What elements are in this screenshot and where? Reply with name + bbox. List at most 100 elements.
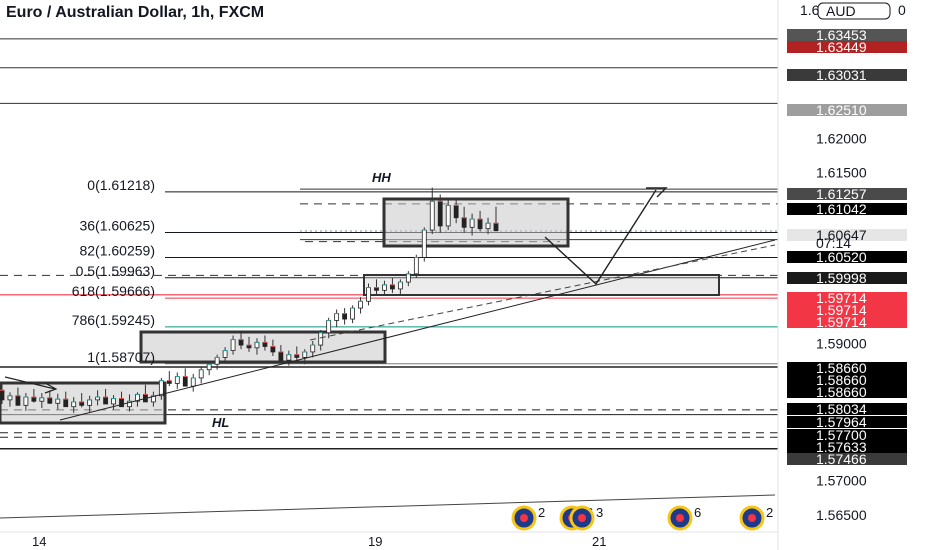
candle-body <box>15 395 21 406</box>
price-badge[interactable]: 1.63031 <box>787 67 907 83</box>
candle-body <box>286 354 292 361</box>
candle-body <box>55 398 61 404</box>
price-badge-label: 1.57700 <box>816 427 867 443</box>
candle-body <box>158 380 164 397</box>
economic-events[interactable]: 26362 <box>511 505 773 531</box>
price-badge-label: 1.61042 <box>816 201 867 217</box>
candles <box>0 187 499 413</box>
candle-body <box>429 200 435 231</box>
fib-label: 36(1.60625) <box>79 217 155 233</box>
currency-label: AUD <box>826 3 856 19</box>
candle-body <box>270 346 276 353</box>
candle-body <box>302 351 308 358</box>
candle-body <box>382 284 387 291</box>
trendline-main[interactable] <box>59 239 776 421</box>
price-badge[interactable]: 1.59714 <box>787 290 907 306</box>
trendline-dashed[interactable] <box>309 244 776 341</box>
event-marker[interactable]: 2 <box>511 505 545 531</box>
candle-body <box>437 200 443 227</box>
candle-body <box>79 401 85 406</box>
price-badge-label: 1.63031 <box>816 67 867 83</box>
candle-body <box>7 395 13 401</box>
price-partial-top-suffix: 0 <box>898 2 906 18</box>
candle-body <box>469 218 475 228</box>
currency-button[interactable]: AUD <box>817 2 891 20</box>
candle-body <box>493 222 499 232</box>
price-badge[interactable]: 1.57964 <box>787 414 907 430</box>
price-badge[interactable]: 1.59714 <box>787 302 907 318</box>
price-badge[interactable]: 1.57466 <box>787 451 907 467</box>
candle-body <box>63 398 69 408</box>
price-badge[interactable]: 1.57700 <box>787 427 907 443</box>
price-badge-label: 1.63449 <box>816 39 867 55</box>
annotation-hh: HH <box>372 170 391 185</box>
price-tick-label: 1.61500 <box>816 165 867 181</box>
price-badge-label: 1.60647 <box>816 227 867 243</box>
event-marker[interactable]: 6 <box>667 505 701 531</box>
price-axis-ticks: 1.62000 1.61500 1.59000 1.57000 1.56500 <box>816 130 867 523</box>
fib-label: 786(1.59245) <box>72 312 155 328</box>
candle-body <box>87 399 93 406</box>
candle-body <box>47 397 53 404</box>
zone-box-mid[interactable] <box>363 274 720 296</box>
price-badge[interactable]: 1.63453 <box>787 27 907 43</box>
price-badge-label: 1.58660 <box>816 360 867 376</box>
price-badge[interactable]: 1.59714 <box>787 314 907 330</box>
price-badge-label: 1.57633 <box>816 439 867 455</box>
candle-body <box>206 363 212 371</box>
price-badge-label: 1.60520 <box>816 249 867 265</box>
candle-body <box>421 229 427 258</box>
price-badge[interactable]: 1.57633 <box>787 439 907 455</box>
event-marker[interactable]: 2 <box>739 505 773 531</box>
candle-body <box>238 339 244 346</box>
candle-body <box>318 332 324 346</box>
candle-body <box>222 350 228 358</box>
price-badge[interactable]: 1.60520 <box>787 249 907 265</box>
candle-body <box>103 396 108 405</box>
trendline-bottom[interactable] <box>0 494 776 519</box>
price-badge-label: 1.58660 <box>816 372 867 388</box>
candle-body <box>350 307 355 320</box>
zone-box-lower[interactable] <box>139 330 387 364</box>
candle-body <box>477 218 483 230</box>
candle-body <box>119 398 124 408</box>
price-partial-top: 1.6 <box>800 2 820 18</box>
fib-label: 1(1.58707) <box>87 349 155 365</box>
price-badge-label: 1.57964 <box>816 414 867 430</box>
price-badge[interactable]: 1.58034 <box>787 401 907 417</box>
price-badge[interactable]: 1.60647 <box>787 227 907 243</box>
annotation-hl: HL <box>212 415 229 430</box>
price-badge[interactable]: 1.61042 <box>787 201 907 217</box>
projection-path[interactable] <box>544 189 657 286</box>
candle-body <box>198 369 204 379</box>
time-label-19: 19 <box>368 534 382 549</box>
price-badge[interactable]: 1.63449 <box>787 39 907 55</box>
candle-body <box>397 281 403 290</box>
price-badge[interactable]: 1.62510 <box>787 102 907 118</box>
price-badge[interactable]: 1.58660 <box>787 372 907 388</box>
fib-label: 82(1.60259) <box>79 243 155 259</box>
price-badge-label: 1.58660 <box>816 384 867 400</box>
candle-body <box>254 341 260 349</box>
zone-box-hh[interactable] <box>382 197 570 248</box>
event-marker[interactable]: 3 <box>569 505 603 531</box>
candle-body <box>390 284 395 290</box>
candle-body <box>230 339 236 351</box>
candle-body <box>453 205 459 219</box>
candle-body <box>31 396 37 402</box>
price-badge-label: 1.57466 <box>816 451 867 467</box>
price-badge[interactable]: 1.58660 <box>787 384 907 400</box>
fibonacci-labels: 0(1.61218) 36(1.60625) 82(1.60259) 0.5(1.59… <box>72 177 155 365</box>
price-badge[interactable]: 1.59998 <box>787 270 907 286</box>
candle-body <box>461 217 467 228</box>
early-arrow <box>4 376 56 390</box>
price-badge[interactable]: 1.61257 <box>787 186 907 202</box>
countdown-label: 07:14 <box>816 235 851 251</box>
price-badge-label: 1.62510 <box>816 102 867 118</box>
price-badge[interactable]: 1.58660 <box>787 360 907 376</box>
event-marker-count: 3 <box>596 505 603 520</box>
candle-body <box>342 313 348 320</box>
candle-body <box>39 397 45 402</box>
